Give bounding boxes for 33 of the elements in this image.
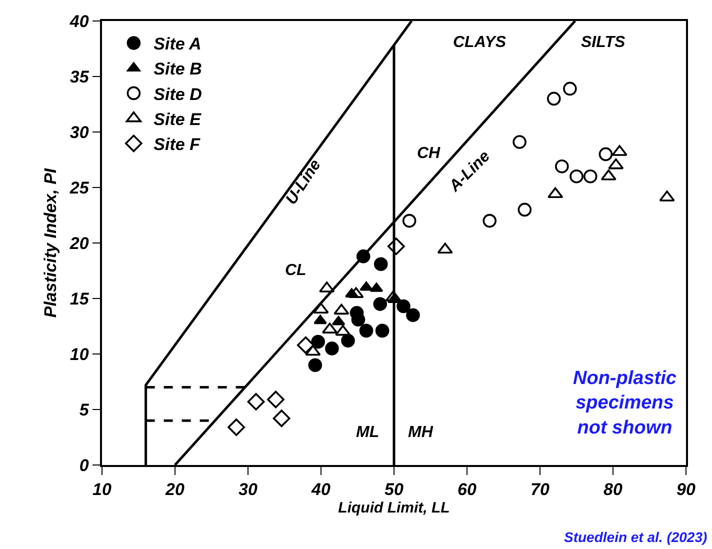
annotation: ML	[356, 424, 380, 441]
annotation: CH	[417, 145, 441, 162]
legend-label: Site E	[154, 110, 202, 129]
annotation: CL	[285, 262, 306, 279]
y-tick-label: 5	[79, 400, 90, 420]
y-axis-title: Plasticity Index, PI	[40, 167, 60, 318]
y-tick-label: 25	[68, 178, 90, 198]
x-tick-label: 30	[238, 480, 258, 500]
x-tick-label: 70	[530, 480, 550, 500]
x-tick-label: 50	[384, 480, 404, 500]
x-tick-label: 20	[164, 480, 185, 500]
y-tick-label: 30	[70, 122, 90, 142]
y-tick-label: 20	[68, 234, 90, 253]
legend-label: Site F	[154, 135, 201, 154]
legend-label: Site A	[154, 34, 202, 54]
y-tick-label: 35	[70, 67, 90, 86]
text: Stuedlein et al. (2023)	[564, 529, 708, 545]
annotation: SILTS	[581, 34, 626, 51]
annotation: MH	[408, 424, 434, 441]
annotation: CLAYS	[453, 34, 506, 51]
x-tick-label: 10	[92, 480, 112, 500]
legend-label: Site D	[154, 84, 202, 104]
legend-label: Site B	[154, 60, 202, 79]
x-tick-label: 40	[310, 480, 331, 500]
y-tick-label: 0	[79, 456, 90, 475]
x-axis-title: Liquid Limit, LL	[338, 500, 450, 517]
y-tick-label: 15	[70, 289, 90, 308]
x-tick-label: 80	[604, 480, 623, 500]
annotation: Non-plastic specimens not shown	[573, 368, 677, 438]
y-tick-label: 40	[68, 12, 90, 31]
x-tick-label: 90	[676, 480, 696, 500]
x-tick-label: 60	[458, 480, 477, 500]
y-tick-label: 10	[70, 344, 90, 364]
